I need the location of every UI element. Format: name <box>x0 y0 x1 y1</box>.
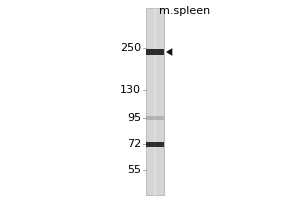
Text: m.spleen: m.spleen <box>159 6 210 16</box>
Bar <box>146 49 164 55</box>
Text: 72: 72 <box>127 139 141 149</box>
Bar <box>146 142 164 146</box>
Bar <box>146 8 164 195</box>
Polygon shape <box>166 48 172 56</box>
Text: 130: 130 <box>120 85 141 95</box>
Bar <box>146 116 164 120</box>
Text: 55: 55 <box>127 165 141 175</box>
Text: 250: 250 <box>120 43 141 53</box>
Text: 95: 95 <box>127 113 141 123</box>
